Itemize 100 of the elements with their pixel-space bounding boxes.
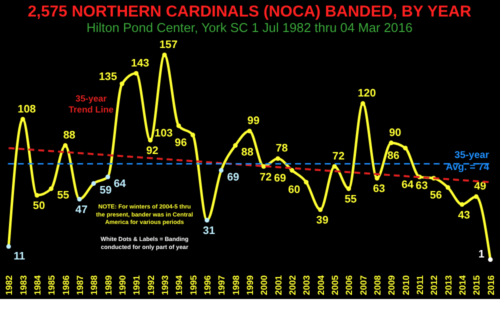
point xyxy=(62,143,68,148)
data-label: 63 xyxy=(372,183,386,196)
x-tick-label: 1982 xyxy=(4,275,14,296)
x-tick-label: 1984 xyxy=(32,275,42,296)
x-tick-label: 2013 xyxy=(443,275,454,296)
data-label: 157 xyxy=(159,39,178,52)
data-label: 103 xyxy=(154,128,173,140)
point xyxy=(218,168,224,173)
point xyxy=(162,52,167,58)
point xyxy=(20,116,26,122)
x-tick-label: 2001 xyxy=(273,275,284,296)
point xyxy=(6,244,11,249)
x-tick-label: 1987 xyxy=(74,275,85,296)
point xyxy=(474,194,479,199)
point xyxy=(247,128,252,134)
data-label: 49 xyxy=(474,180,486,193)
x-tick-label: 2005 xyxy=(330,275,340,296)
x-tick-label: 1998 xyxy=(230,275,241,296)
point xyxy=(374,176,380,181)
point xyxy=(190,132,196,138)
point xyxy=(176,123,181,128)
point xyxy=(233,143,238,148)
point xyxy=(48,186,54,192)
point xyxy=(34,192,40,198)
x-tick-label: 1996 xyxy=(202,275,212,296)
annotation: 35-year Trend Line xyxy=(68,93,114,114)
x-tick-label: 2011 xyxy=(415,275,425,295)
x-tick-label: 2014 xyxy=(458,275,468,296)
chart-title: 2,575 NORTHERN CARDINALS (NOCA) BANDED, BY YEAR xyxy=(28,3,472,20)
data-label: 31 xyxy=(202,225,216,238)
data-label: 43 xyxy=(458,209,470,222)
point xyxy=(105,174,110,180)
data-label: 88 xyxy=(241,146,254,158)
point xyxy=(91,181,96,186)
data-label: 69 xyxy=(274,172,286,184)
x-tick-label: 1988 xyxy=(89,275,100,296)
point xyxy=(360,101,366,106)
data-label: 90 xyxy=(389,126,402,139)
x-tick-label: 1997 xyxy=(216,275,227,296)
point xyxy=(276,156,280,161)
x-tick-label: 2015 xyxy=(472,275,482,296)
data-label: 78 xyxy=(276,142,288,155)
data-label: 96 xyxy=(174,136,187,149)
chart-subtitle: Hilton Pond Center, York SC 1 Jul 1982 thru 04 Mar 2016 xyxy=(86,20,412,36)
x-tick-label: 1989 xyxy=(103,275,114,296)
x-tick-label: 2008 xyxy=(372,275,382,296)
point xyxy=(290,168,294,173)
data-label: 50 xyxy=(32,200,45,212)
data-label: 69 xyxy=(227,171,240,184)
data-label: 92 xyxy=(146,145,158,158)
point xyxy=(488,257,493,262)
x-tick-label: 2007 xyxy=(358,275,368,296)
data-label: 72 xyxy=(260,171,272,184)
x-tick-label: 2000 xyxy=(259,275,270,296)
data-label: 88 xyxy=(63,130,76,142)
x-tick-label: 2010 xyxy=(400,275,411,296)
data-label: 56 xyxy=(430,189,442,202)
data-label: 11 xyxy=(14,250,26,262)
x-tick-label: 1985 xyxy=(46,275,57,296)
x-tick-label: 2006 xyxy=(344,275,354,296)
data-label: 99 xyxy=(247,115,260,128)
point xyxy=(134,70,138,76)
point xyxy=(318,207,323,212)
x-tick-label: 1983 xyxy=(18,275,28,296)
data-label: 72 xyxy=(332,150,345,163)
x-tick-label: 1999 xyxy=(244,275,255,296)
data-label: 63 xyxy=(416,180,428,192)
point xyxy=(204,218,210,223)
data-label: 39 xyxy=(316,214,328,227)
point xyxy=(304,180,309,184)
data-label: 120 xyxy=(358,88,376,100)
point xyxy=(346,186,352,192)
x-tick-label: 2003 xyxy=(302,275,312,296)
data-label: 60 xyxy=(288,184,300,196)
data-label: 1 xyxy=(478,248,484,261)
data-label: 64 xyxy=(114,178,126,190)
point xyxy=(446,185,450,190)
data-label: 143 xyxy=(131,57,150,70)
point xyxy=(148,138,153,143)
point xyxy=(261,164,266,169)
x-tick-label: 2004 xyxy=(316,275,326,296)
x-tick-label: 1994 xyxy=(174,275,184,296)
point xyxy=(388,140,394,146)
point xyxy=(120,81,124,86)
data-label: 55 xyxy=(344,194,357,206)
point xyxy=(77,196,82,202)
point xyxy=(332,164,337,169)
data-label: 59 xyxy=(100,184,112,196)
x-tick-label: 1993 xyxy=(160,275,170,296)
point xyxy=(403,146,408,150)
x-tick-label: 1992 xyxy=(146,275,156,296)
x-tick-label: 2002 xyxy=(287,275,298,296)
x-tick-label: 1990 xyxy=(117,275,128,296)
x-tick-label: 2016 xyxy=(486,275,496,296)
x-tick-label: 1995 xyxy=(188,275,198,296)
data-label: 55 xyxy=(57,190,70,202)
point xyxy=(460,202,464,207)
data-label: 64 xyxy=(401,178,414,191)
data-label: 47 xyxy=(75,204,88,216)
x-tick-label: 2012 xyxy=(429,275,440,296)
